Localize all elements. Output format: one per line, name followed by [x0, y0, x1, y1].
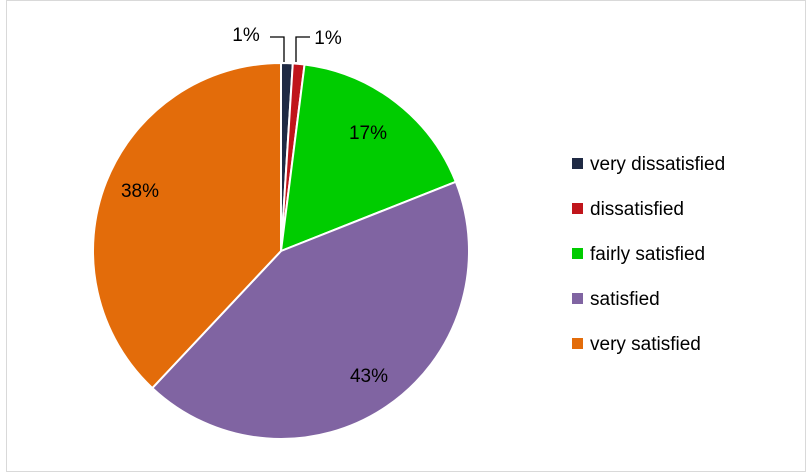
leader-lines — [270, 36, 310, 62]
legend-swatch-very-satisfied — [572, 338, 583, 349]
pie-slices — [92, 61, 470, 440]
data-label-fairly-satisfied: 17% — [349, 123, 387, 144]
leader-line-dissatisfied — [295, 36, 310, 62]
pie-slice-very-satisfied — [92, 61, 282, 390]
legend-label-dissatisfied: dissatisfied — [590, 199, 684, 220]
data-label-very-dissatisfied: 1% — [232, 25, 260, 46]
leader-line-very-dissatisfied — [270, 36, 285, 62]
legend-label-satisfied: satisfied — [590, 289, 660, 310]
legend-swatch-satisfied — [572, 293, 583, 304]
legend-label-very-satisfied: very satisfied — [590, 334, 701, 355]
legend-label-fairly-satisfied: fairly satisfied — [590, 244, 705, 265]
legend: very dissatisfied dissatisfied fairly sati… — [572, 154, 725, 355]
legend-swatch-very-dissatisfied — [572, 158, 583, 169]
data-label-dissatisfied: 1% — [314, 28, 342, 49]
pie-slice-satisfied — [150, 180, 470, 440]
legend-swatch-dissatisfied — [572, 203, 583, 214]
data-label-satisfied: 43% — [350, 366, 388, 387]
legend-label-very-dissatisfied: very dissatisfied — [590, 154, 725, 175]
data-label-very-satisfied: 38% — [121, 181, 159, 202]
data-labels: 1% 1% 17% 43% 38% — [121, 25, 388, 387]
legend-swatch-fairly-satisfied — [572, 248, 583, 259]
pie-slice-fairly-satisfied — [279, 63, 458, 253]
